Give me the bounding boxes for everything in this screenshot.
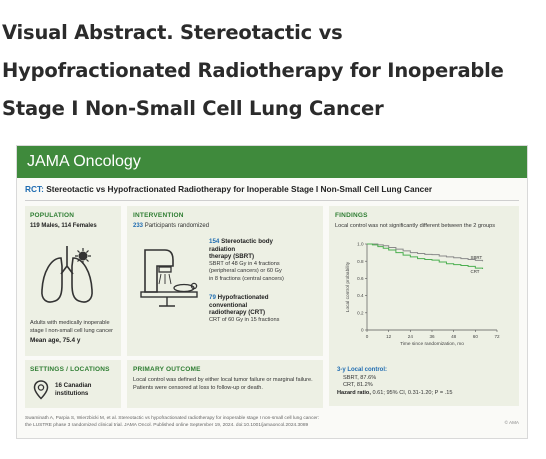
arm-sbrt-name-line: radiation xyxy=(209,245,236,253)
km-chart: 0 12 24 36 48 60 72 0 0.2 0.4 0.6 0.8 1.0 Time since … xyxy=(345,242,500,347)
x-axis-label: Time since randomization, mo xyxy=(400,341,464,347)
arm-sbrt-detail-line: (peripheral cancers) or 60 Gy xyxy=(209,268,282,274)
citation-line: the LUSTRE phase 3 randomized clinical t… xyxy=(25,422,309,428)
population-counts: 119 Males, 114 Females xyxy=(30,223,97,229)
tumor-icon xyxy=(75,248,91,264)
intervention-heading: INTERVENTION xyxy=(133,212,184,219)
journal-banner: JAMA Oncology xyxy=(17,146,527,178)
randomized-count: 233 xyxy=(133,223,144,229)
sbrt-result: SBRT, 87.6% xyxy=(343,374,377,381)
km-line-crt xyxy=(367,243,484,269)
hazard-label: Hazard ratio, xyxy=(337,389,371,396)
hazard-ratio: Hazard ratio, 0.61; 95% CI, 0.31-1.20; P… xyxy=(337,390,452,398)
arm-sbrt: 154 Stereotactic body radiation therapy … xyxy=(209,238,284,283)
outcome-text-line: Local control was defined by either loca… xyxy=(133,377,313,383)
population-description-line: Adults with medically inoperable xyxy=(30,320,110,326)
population-panel: POPULATION 119 Males, 114 Females Adults… xyxy=(25,206,121,356)
location-pin-icon xyxy=(33,380,49,400)
arm-crt-title: 79 Hypofractionated xyxy=(209,294,279,302)
arm-sbrt-detail-line: in 8 fractions (central cancers) xyxy=(209,275,284,282)
outcome-panel: PRIMARY OUTCOME Local control was define… xyxy=(127,360,323,408)
x-tick-label: 12 xyxy=(386,334,392,339)
y-tick-label: 0.2 xyxy=(357,310,364,315)
population-description-line: stage I non-small cell lung cancer xyxy=(30,327,114,334)
y-tick-label: 1.0 xyxy=(357,242,364,247)
institutions-line: 16 Canadian xyxy=(55,382,92,389)
randomized-text: Participants randomized xyxy=(144,223,210,229)
y-tick-label: 0.8 xyxy=(357,259,364,264)
km-legend-sbrt: SBRT xyxy=(471,255,483,260)
rct-title-text: Stereotactic vs Hypofractionated Radioth… xyxy=(46,184,433,194)
visual-abstract-card: JAMA Oncology RCT: Stereotactic vs Hypof… xyxy=(16,145,528,439)
km-series: SBRT CRT xyxy=(367,243,484,274)
local-control-heading: 3-y Local control: xyxy=(337,367,388,373)
arm-sbrt-name-line: Stereotactic body xyxy=(221,238,273,245)
page-title-line: Visual Abstract. Stereotactic vs xyxy=(2,21,343,44)
y-axis-label: Local control probability xyxy=(345,261,351,312)
findings-panel: FINDINGS Local control was not significa… xyxy=(329,206,519,406)
y-tick-label: 0.6 xyxy=(357,276,364,281)
population-mean-age: Mean age, 75.4 y xyxy=(30,337,81,344)
population-heading: POPULATION xyxy=(30,212,75,219)
outcome-text-line: Patients were censored at loss to follow… xyxy=(133,384,263,391)
y-tick-label: 0 xyxy=(361,328,364,333)
population-description: Adults with medically inoperable stage I… xyxy=(30,320,113,335)
local-control-results: 3-y Local control: SBRT, 87.6% CRT, 81.2… xyxy=(337,367,452,397)
page-title-line: Stage I Non-Small Cell Lung Cancer xyxy=(2,97,384,120)
intervention-panel: INTERVENTION 233 Participants randomized… xyxy=(127,206,323,356)
outcome-heading: PRIMARY OUTCOME xyxy=(133,366,201,373)
hazard-value: 0.61; 95% CI, 0.31-1.20; P = .15 xyxy=(372,389,453,396)
crt-result: CRT, 81.2% xyxy=(343,382,373,388)
randomized-line: 233 Participants randomized xyxy=(133,223,209,231)
settings-heading: SETTINGS / LOCATIONS xyxy=(30,366,110,373)
citation: Swaminath A, Parpia S, Wierzbicki M, et … xyxy=(25,416,465,429)
x-tick-label: 36 xyxy=(429,334,435,339)
arm-sbrt-detail-line: SBRT of 48 Gy in 4 fractions xyxy=(209,260,280,267)
x-tick-label: 60 xyxy=(473,334,479,339)
citation-line: Swaminath A, Parpia S, Wierzbicki M, et … xyxy=(25,416,320,421)
outcome-text: Local control was defined by either loca… xyxy=(133,377,319,392)
settings-panel: SETTINGS / LOCATIONS 16 Canadian institu… xyxy=(25,360,121,408)
rct-label: RCT: xyxy=(25,184,44,194)
x-tick-label: 48 xyxy=(451,334,457,339)
radiotherapy-machine-icon xyxy=(140,249,198,307)
arm-sbrt-count: 154 xyxy=(209,238,220,245)
x-tick-label: 0 xyxy=(366,334,369,339)
arm-crt-name-line: conventional xyxy=(209,301,248,309)
arm-crt-name-line: radiotherapy (CRT) xyxy=(209,309,266,316)
x-tick-label: 72 xyxy=(494,334,500,339)
image-code: © AMA xyxy=(504,420,519,425)
x-tick-label: 24 xyxy=(408,334,414,339)
km-line-sbrt xyxy=(367,243,484,262)
institutions-line: institutions xyxy=(55,390,89,397)
km-axes: 0 12 24 36 48 60 72 0 0.2 0.4 0.6 0.8 1.0 Time since … xyxy=(345,242,500,347)
y-tick-label: 0.4 xyxy=(357,293,364,298)
findings-heading: FINDINGS xyxy=(335,212,368,219)
institutions-text: 16 Canadian institutions xyxy=(55,382,91,398)
arm-crt: 79 Hypofractionated conventional radioth… xyxy=(209,294,279,324)
lungs-icon xyxy=(41,246,93,303)
rct-title: RCT: Stereotactic vs Hypofractionated Ra… xyxy=(25,184,432,194)
title-divider xyxy=(25,200,519,201)
page-title: Visual Abstract. Stereotactic vs Hypofra… xyxy=(2,14,542,128)
arm-sbrt-title: 154 Stereotactic body xyxy=(209,238,284,246)
page-title-line: Hypofractionated Radiotherapy for Inoper… xyxy=(2,59,504,82)
findings-summary: Local control was not significantly diff… xyxy=(335,223,496,229)
km-legend-crt: CRT xyxy=(471,269,480,274)
arm-crt-detail-line: CRT of 60 Gy in 15 fractions xyxy=(209,316,280,323)
arm-crt-name-line: Hypofractionated xyxy=(217,294,269,301)
arm-crt-count: 79 xyxy=(209,294,216,301)
arm-sbrt-name-line: therapy (SBRT) xyxy=(209,253,255,260)
